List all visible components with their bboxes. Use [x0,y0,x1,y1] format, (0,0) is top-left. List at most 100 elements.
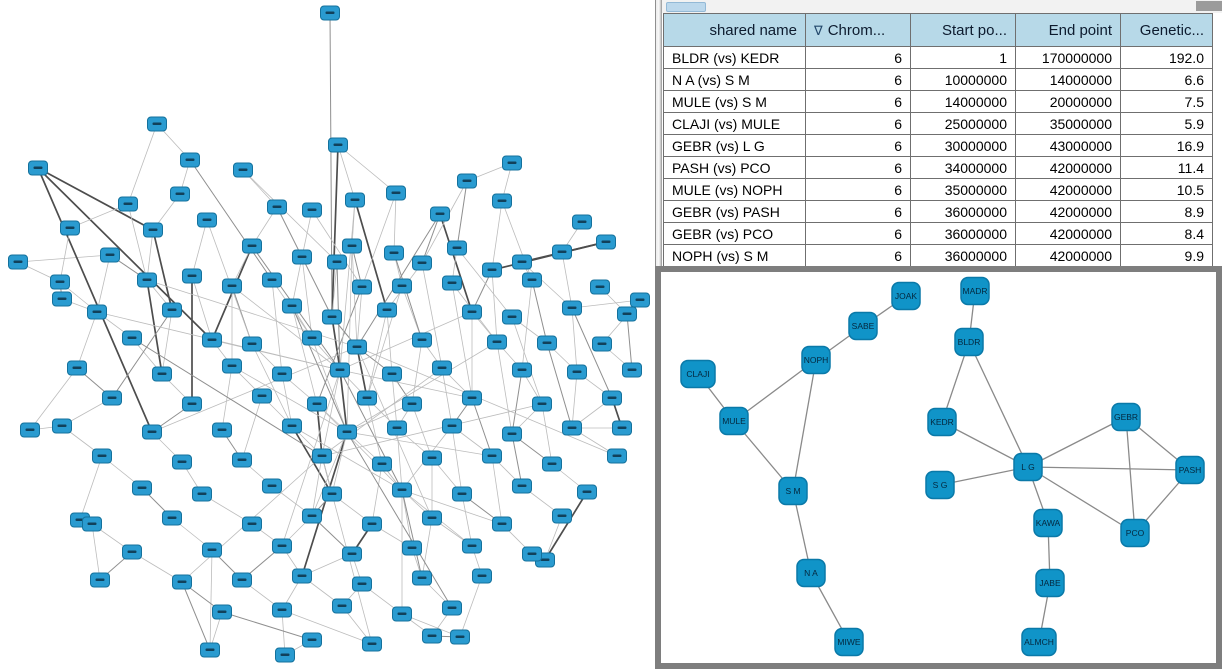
overview-node[interactable] [222,278,242,294]
overview-node[interactable] [607,448,627,464]
overview-node[interactable] [537,335,557,351]
overview-node[interactable] [182,268,202,284]
overview-node[interactable] [92,448,112,464]
vertical-splitter[interactable] [655,0,662,266]
overview-node[interactable] [180,152,200,168]
node-madr[interactable]: MADR [960,276,990,306]
overview-node[interactable] [170,186,190,202]
overview-node[interactable] [8,254,28,270]
overview-node[interactable] [272,602,292,618]
table-cell[interactable]: 14000000 [910,90,1016,113]
overview-node[interactable] [122,330,142,346]
table-cell[interactable]: 6 [805,156,911,179]
overview-node[interactable] [572,214,592,230]
hscrollbar-thumb[interactable] [666,2,706,12]
table-row[interactable]: GEBR (vs) PCO 6 36000000 42000000 8.4 [663,222,1213,245]
node-l-g[interactable]: L G [1013,452,1043,482]
node-joak[interactable]: JOAK [891,281,921,311]
overview-node[interactable] [172,454,192,470]
table-cell[interactable]: 8.4 [1120,222,1213,245]
overview-node[interactable] [492,516,512,532]
overview-node[interactable] [522,546,542,562]
overview-node[interactable] [172,574,192,590]
overview-node[interactable] [562,420,582,436]
overview-node[interactable] [347,339,367,355]
overview-node[interactable] [147,116,167,132]
table-row[interactable]: CLAJI (vs) MULE 6 25000000 35000000 5.9 [663,112,1213,135]
overview-node[interactable] [482,448,502,464]
table-cell[interactable]: 6 [805,46,911,69]
filter-funnel-icon[interactable]: ∇ [814,22,823,38]
overview-node[interactable] [422,510,442,526]
table-cell[interactable]: 11.4 [1120,156,1213,179]
overview-node[interactable] [342,238,362,254]
overview-node[interactable] [612,420,632,436]
overview-node[interactable] [192,486,212,502]
overview-node[interactable] [322,309,342,325]
overview-node[interactable] [482,262,502,278]
table-cell[interactable]: 30000000 [910,134,1016,157]
overview-node[interactable] [52,418,72,434]
overview-node[interactable] [28,160,48,176]
overview-node[interactable] [487,334,507,350]
overview-node[interactable] [142,424,162,440]
table-cell[interactable]: PASH (vs) PCO [663,156,806,179]
overview-node[interactable] [267,199,287,215]
column-header-chrom---[interactable]: ∇ Chrom... [805,13,911,47]
overview-node[interactable] [430,206,450,222]
column-header-genetic---[interactable]: Genetic... [1120,13,1213,47]
overview-node[interactable] [392,278,412,294]
overview-node[interactable] [450,629,470,645]
table-cell[interactable]: 6 [805,112,911,135]
overview-node[interactable] [122,544,142,560]
overview-node[interactable] [332,598,352,614]
overview-node[interactable] [90,572,110,588]
overview-node[interactable] [292,568,312,584]
table-cell[interactable]: 6 [805,134,911,157]
node-n-a[interactable]: N A [796,558,826,588]
overview-node[interactable] [222,358,242,374]
table-row[interactable]: NOPH (vs) S M 6 36000000 42000000 9.9 [663,244,1213,267]
overview-node[interactable] [67,360,87,376]
overview-node[interactable] [592,336,612,352]
overview-node[interactable] [552,244,572,260]
overview-network-panel[interactable] [0,0,655,669]
overview-node[interactable] [212,422,232,438]
overview-node[interactable] [87,304,107,320]
table-cell[interactable]: 42000000 [1015,156,1121,179]
overview-node[interactable] [82,516,102,532]
overview-network-canvas[interactable] [0,0,655,669]
node-jabe[interactable]: JABE [1035,568,1065,598]
table-cell[interactable]: 6 [805,200,911,223]
overview-node[interactable] [202,332,222,348]
overview-node[interactable] [562,300,582,316]
overview-node[interactable] [442,600,462,616]
table-row[interactable]: MULE (vs) NOPH 6 35000000 42000000 10.5 [663,178,1213,201]
overview-node[interactable] [102,390,122,406]
overview-node[interactable] [212,604,232,620]
table-cell[interactable]: 8.9 [1120,200,1213,223]
table-cell[interactable]: GEBR (vs) PCO [663,222,806,245]
table-cell[interactable]: CLAJI (vs) MULE [663,112,806,135]
table-cell[interactable]: 35000000 [910,178,1016,201]
table-cell[interactable]: 6 [805,244,911,267]
column-header-shared-name[interactable]: shared name [663,13,806,47]
table-cell[interactable]: 6 [805,222,911,245]
table-row[interactable]: N A (vs) S M 6 10000000 14000000 6.6 [663,68,1213,91]
overview-node[interactable] [352,279,372,295]
overview-node[interactable] [352,576,372,592]
overview-node[interactable] [492,193,512,209]
node-pash[interactable]: PASH [1175,455,1205,485]
node-sabe[interactable]: SABE [848,311,878,341]
overview-node[interactable] [362,636,382,652]
table-cell[interactable]: 36000000 [910,222,1016,245]
overview-node[interactable] [52,291,72,307]
overview-node[interactable] [272,538,292,554]
overview-node[interactable] [118,196,138,212]
table-row[interactable]: GEBR (vs) PASH 6 36000000 42000000 8.9 [663,200,1213,223]
node-kedr[interactable]: KEDR [927,407,957,437]
node-almch[interactable]: ALMCH [1021,627,1057,657]
overview-node[interactable] [50,274,70,290]
overview-node[interactable] [422,628,442,644]
table-cell[interactable]: 16.9 [1120,134,1213,157]
